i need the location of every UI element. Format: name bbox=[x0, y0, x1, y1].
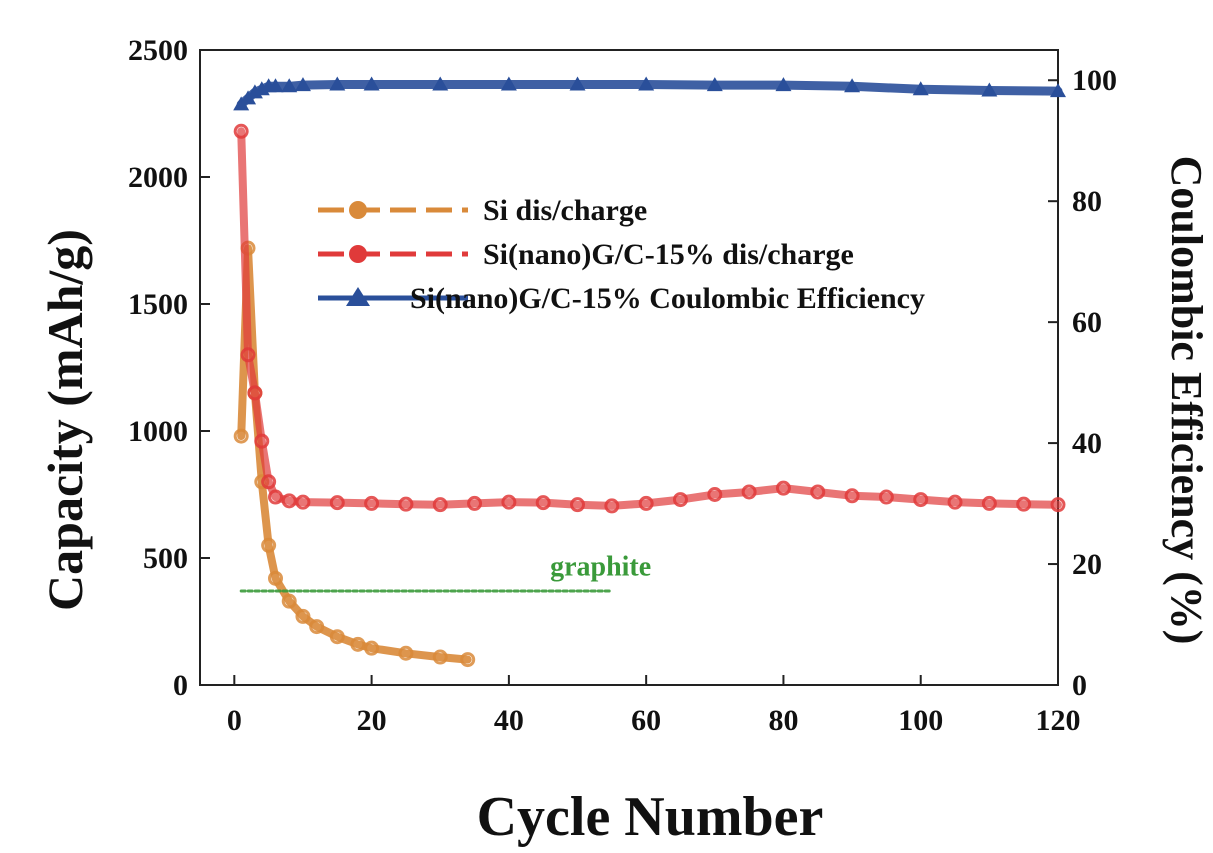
series-point bbox=[329, 76, 346, 91]
series-point bbox=[364, 640, 380, 656]
series-point bbox=[844, 78, 861, 93]
series-point bbox=[281, 493, 297, 509]
y-right-tick-label: 100 bbox=[1072, 64, 1117, 97]
x-tick-label: 80 bbox=[768, 704, 798, 737]
series-point bbox=[981, 495, 997, 511]
legend-marker bbox=[349, 245, 367, 263]
x-tick-label: 60 bbox=[631, 704, 661, 737]
series-point bbox=[913, 492, 929, 508]
series-point bbox=[912, 81, 929, 96]
x-tick-label: 100 bbox=[898, 704, 943, 737]
series-layer bbox=[233, 76, 1066, 668]
y-right-tick-label: 40 bbox=[1072, 427, 1102, 460]
x-tick-label: 120 bbox=[1036, 704, 1081, 737]
x-tick-label: 40 bbox=[494, 704, 524, 737]
series-point bbox=[706, 77, 723, 92]
series-point bbox=[535, 495, 551, 511]
series-point bbox=[570, 497, 586, 513]
y-tick-label: 2500 bbox=[128, 34, 188, 67]
series-point bbox=[294, 77, 311, 92]
series-point bbox=[247, 385, 263, 401]
series-point bbox=[268, 489, 284, 505]
legend-marker bbox=[346, 287, 370, 306]
legend-label: Si(nano)G/C-15% Coulombic Efficiency bbox=[410, 282, 925, 315]
series-point bbox=[1050, 83, 1066, 98]
series-point bbox=[364, 495, 380, 511]
y-axis-title: Capacity (mAh/g) bbox=[37, 229, 93, 611]
y-tick-label: 0 bbox=[173, 669, 188, 702]
y-tick-label: 1000 bbox=[128, 415, 188, 448]
tick-layer: 0 20 40 60 80 100 1200500100015002000250002040… bbox=[128, 34, 1117, 737]
y-right-tick-label: 80 bbox=[1072, 185, 1102, 218]
series-point bbox=[775, 480, 791, 496]
series-point bbox=[233, 428, 249, 444]
series-point bbox=[707, 487, 723, 502]
series-point bbox=[467, 495, 483, 511]
series-point bbox=[1016, 496, 1032, 512]
series-point bbox=[329, 629, 345, 645]
series-point bbox=[1050, 497, 1066, 513]
series-point bbox=[281, 593, 297, 609]
y-tick-label: 2000 bbox=[128, 161, 188, 194]
legend-label: Si dis/charge bbox=[483, 194, 647, 227]
series-point bbox=[398, 645, 414, 661]
y-right-tick-label: 20 bbox=[1072, 548, 1102, 581]
series-point bbox=[261, 537, 277, 553]
x-tick-label: 0 bbox=[227, 704, 242, 737]
series-point bbox=[432, 497, 448, 513]
series-point bbox=[329, 495, 345, 511]
y-axis-right-title: Coulombic Efficiency (%) bbox=[1162, 156, 1211, 645]
series-point bbox=[569, 76, 586, 91]
series-point bbox=[267, 78, 284, 93]
plot-frame bbox=[199, 49, 1059, 686]
series-point bbox=[638, 495, 654, 511]
series-point bbox=[350, 636, 366, 652]
series-point bbox=[240, 347, 256, 363]
series-point bbox=[604, 498, 620, 514]
series-point bbox=[672, 492, 688, 508]
series-point bbox=[947, 494, 963, 510]
series-point bbox=[233, 123, 249, 139]
y-tick-label: 1500 bbox=[128, 288, 188, 321]
graphite-annotation: graphite bbox=[550, 552, 651, 583]
series-point bbox=[363, 76, 380, 91]
y-right-tick-label: 0 bbox=[1072, 669, 1087, 702]
series-point bbox=[261, 474, 277, 490]
y-tick-label: 500 bbox=[143, 542, 188, 575]
series-point bbox=[741, 484, 757, 500]
series-point bbox=[295, 494, 311, 510]
x-tick-label: 20 bbox=[357, 704, 387, 737]
plot-border bbox=[199, 49, 1059, 686]
legend-marker bbox=[349, 201, 367, 219]
series-point bbox=[295, 608, 311, 624]
series-point bbox=[638, 76, 655, 91]
series-point bbox=[500, 76, 517, 91]
series-point bbox=[281, 78, 298, 93]
series-point bbox=[268, 570, 284, 586]
series-point bbox=[878, 489, 894, 505]
series-point bbox=[775, 77, 792, 92]
series-line-1 bbox=[237, 127, 1062, 510]
series-point bbox=[398, 496, 414, 512]
series-point bbox=[254, 433, 270, 449]
series-point bbox=[432, 76, 449, 91]
series-point bbox=[460, 652, 476, 668]
series-point bbox=[501, 494, 517, 510]
y-right-tick-label: 60 bbox=[1072, 306, 1102, 339]
series-point bbox=[844, 488, 860, 504]
series-point bbox=[309, 619, 325, 635]
series-point bbox=[810, 484, 826, 500]
x-axis-title: Cycle Number bbox=[477, 786, 824, 848]
legend: Si dis/charge Si(nano)G/C-15% dis/charge S… bbox=[318, 194, 925, 315]
legend-label: Si(nano)G/C-15% dis/charge bbox=[483, 238, 854, 271]
series-point bbox=[432, 649, 448, 665]
series-point bbox=[981, 82, 998, 97]
